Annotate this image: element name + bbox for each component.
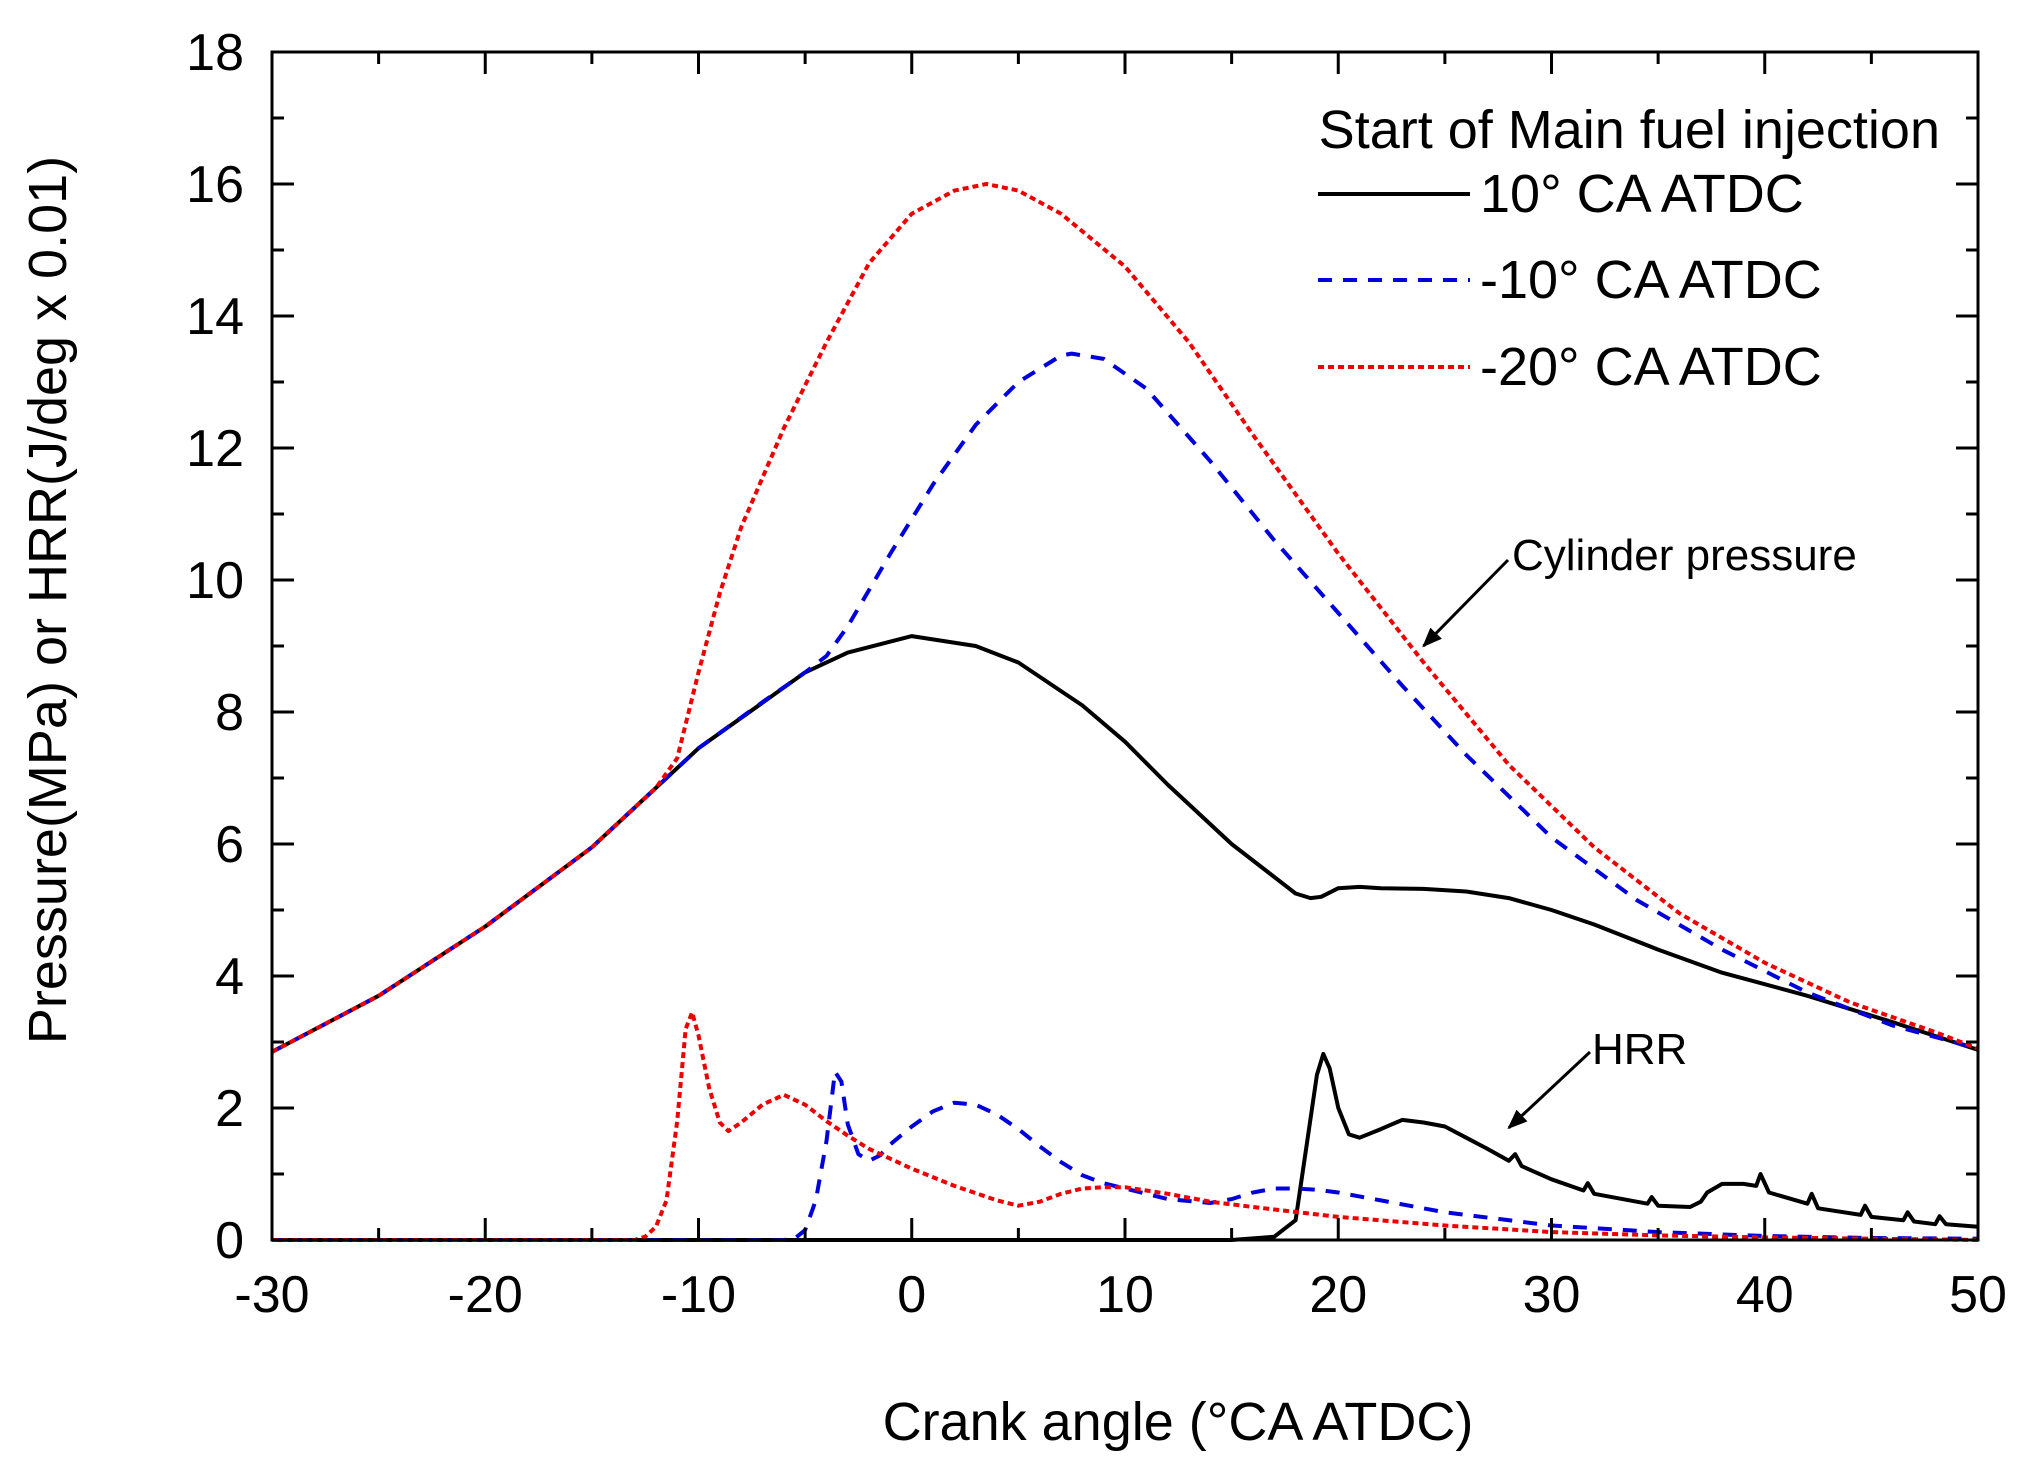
- x-tick-label: -30: [234, 1266, 309, 1324]
- y-tick-label: 2: [215, 1080, 244, 1138]
- x-tick-label: 40: [1736, 1266, 1794, 1324]
- y-tick-label: 16: [186, 156, 244, 214]
- legend-label-2: -10° CA ATDC: [1480, 250, 1822, 310]
- y-tick-label: 0: [215, 1212, 244, 1270]
- y-tick-label: 12: [186, 420, 244, 478]
- ticks-layer: -30 -20 -10 0 10 20 30 40 50 0 2 4 6 8 10 12 14 16 18: [186, 24, 2007, 1324]
- legend-label-1: 10° CA ATDC: [1480, 164, 1804, 224]
- x-axis-title: Crank angle (°CA ATDC): [883, 1392, 1474, 1452]
- y-tick-label: 8: [215, 684, 244, 742]
- annotation-arrow-1: [1422, 558, 1510, 648]
- x-tick-label: -20: [448, 1266, 523, 1324]
- series-line-pressure-3: [271, 182, 1979, 1054]
- annotations: Cylinder pressure HRR: [1422, 531, 1857, 1130]
- x-tick-label: 0: [897, 1266, 926, 1324]
- x-tick-label: 50: [1949, 1266, 2007, 1324]
- plot-frame: [270, 50, 1980, 1242]
- y-axis-title: Pressure(MPa) or HRR(J/deg x 0.01): [18, 156, 78, 1044]
- legend-title: Start of Main fuel injection: [1319, 100, 1940, 160]
- x-tick-label: 10: [1096, 1266, 1154, 1324]
- y-tick-label: 18: [186, 24, 244, 82]
- series-line-pressure-1: [271, 634, 1979, 1054]
- annotation-arrow-2: [1507, 1050, 1592, 1130]
- series-line-hrr-1: [272, 1051, 1979, 1242]
- y-tick-label: 14: [186, 288, 244, 346]
- x-tick-label: 20: [1309, 1266, 1367, 1324]
- x-tick-label: 30: [1523, 1266, 1581, 1324]
- series-line-hrr-3: [272, 1010, 1979, 1242]
- legend-label-3: -20° CA ATDC: [1480, 337, 1822, 397]
- y-tick-label: 10: [186, 552, 244, 610]
- series-layer: [271, 182, 1979, 1242]
- y-tick-label: 6: [215, 816, 244, 874]
- x-tick-label: -10: [661, 1266, 736, 1324]
- series-line-hrr-2: [272, 1069, 1979, 1242]
- annotation-label-1: Cylinder pressure: [1512, 531, 1857, 580]
- annotation-label-2: HRR: [1592, 1025, 1687, 1074]
- series-line-pressure-2: [271, 351, 1979, 1054]
- y-tick-label: 4: [215, 948, 244, 1006]
